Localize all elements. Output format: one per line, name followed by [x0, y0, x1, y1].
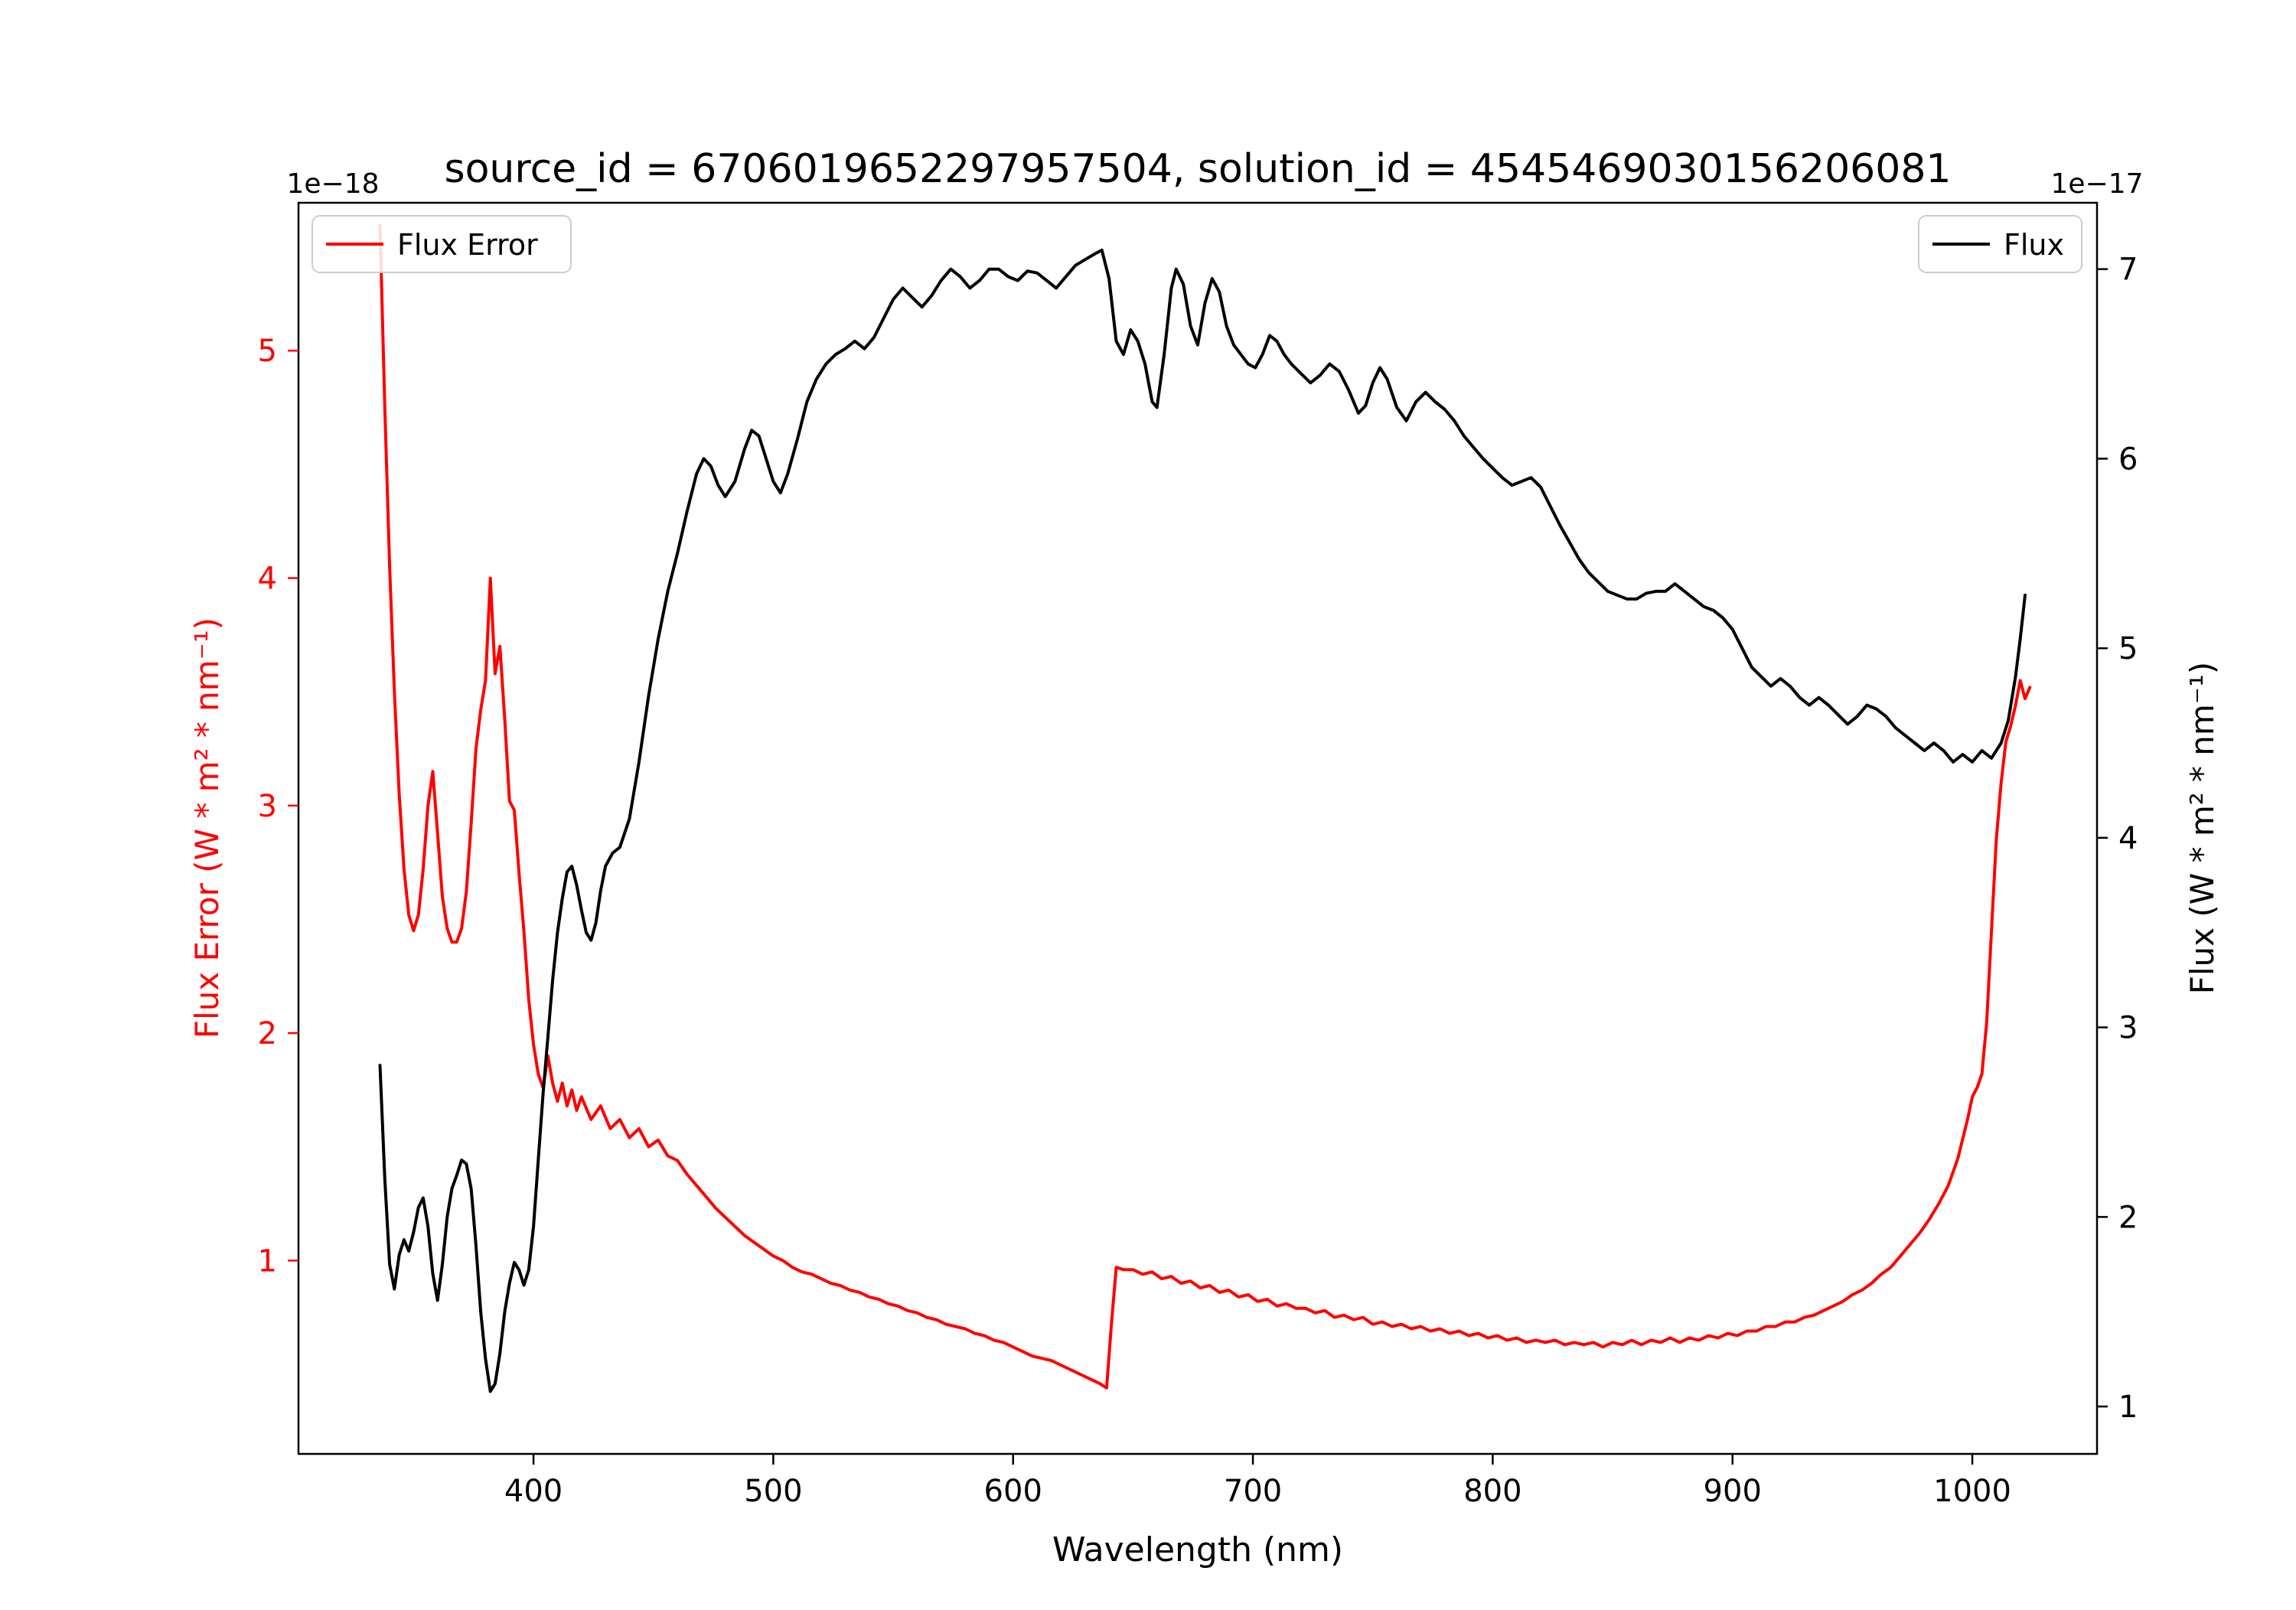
- x-tick-label: 1000: [1933, 1474, 2011, 1509]
- legend-flux-error: Flux Error: [311, 215, 572, 273]
- right-axis-offset-label: 1e−17: [2050, 168, 2143, 200]
- right-tick-label: 4: [2118, 821, 2138, 856]
- line-flux-error: [378, 223, 2032, 1390]
- left-y-axis-label: Flux Error (W * m² * nm⁻¹): [188, 618, 226, 1038]
- left-axis-offset-label: 1e−18: [286, 168, 379, 200]
- series-layer: [378, 223, 2032, 1393]
- x-tick-label: 500: [744, 1474, 802, 1509]
- right-axis-ticks: 1 2 3 4 5 6 7: [2097, 253, 2138, 1425]
- right-tick-label: 7: [2118, 253, 2138, 288]
- left-tick-label: 3: [258, 789, 277, 824]
- left-tick-label: 1: [258, 1243, 277, 1279]
- x-tick-label: 600: [984, 1474, 1042, 1509]
- left-tick-label: 2: [258, 1016, 277, 1051]
- left-tick-label: 5: [258, 334, 277, 369]
- legend-label-flux-error: Flux Error: [397, 228, 538, 262]
- x-axis-label: Wavelength (nm): [1052, 1530, 1343, 1569]
- x-tick-label: 800: [1463, 1474, 1521, 1509]
- right-y-axis-label: Flux (W * m² * nm⁻¹): [2183, 662, 2221, 995]
- x-tick-label: 700: [1224, 1474, 1282, 1509]
- legend-box: [311, 215, 572, 273]
- right-tick-label: 1: [2118, 1390, 2138, 1425]
- x-tick-label: 400: [504, 1474, 563, 1509]
- line-flux: [378, 248, 2027, 1393]
- chart-title: source_id = 6706019652297957504, solutio…: [444, 146, 1951, 192]
- left-axis-ticks: 1 2 3 4 5: [258, 334, 298, 1279]
- right-tick-label: 2: [2118, 1200, 2138, 1235]
- x-tick-label: 900: [1704, 1474, 1762, 1509]
- right-tick-label: 5: [2118, 631, 2138, 666]
- right-tick-label: 3: [2118, 1011, 2138, 1046]
- plot-border: [297, 201, 2099, 1455]
- x-axis-ticks: 400 500 600 700 800 900 1000: [504, 1454, 2011, 1509]
- left-tick-label: 4: [258, 562, 277, 597]
- right-tick-label: 6: [2118, 442, 2138, 477]
- legend-box: [1918, 215, 2082, 273]
- legend-label-flux: Flux: [2004, 228, 2064, 262]
- legend-flux: Flux: [1918, 215, 2082, 273]
